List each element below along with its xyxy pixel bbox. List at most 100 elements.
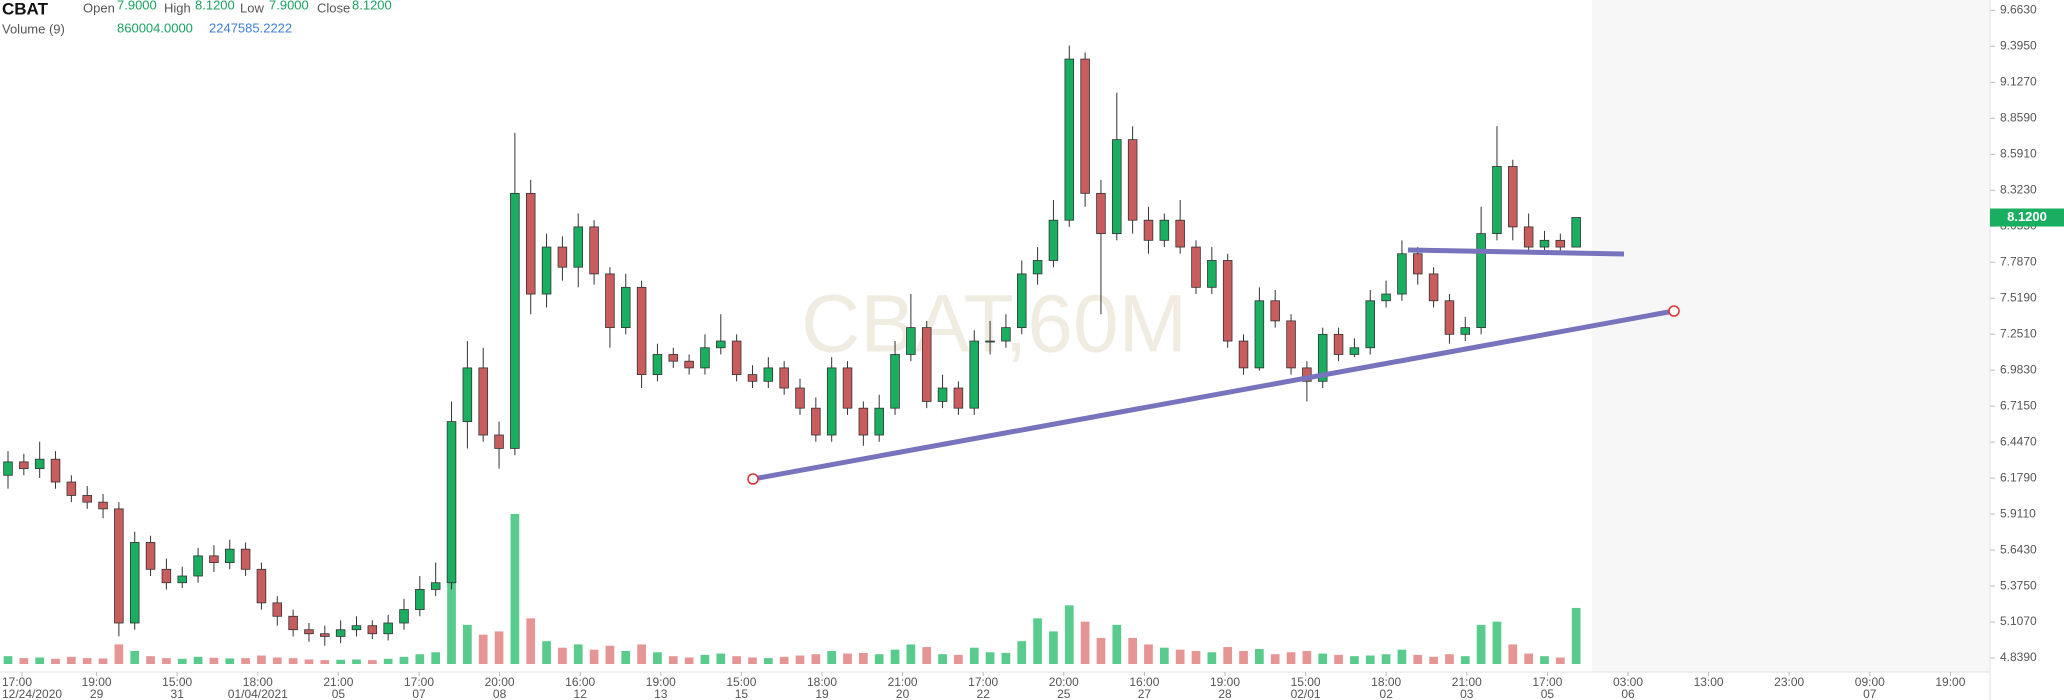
volume-bar	[447, 566, 456, 664]
candle-body	[684, 360, 694, 369]
candle-body	[399, 609, 409, 624]
volume-bar	[320, 660, 330, 664]
x-tick-label: 15:00	[726, 675, 756, 689]
x-tick-date: 02	[1380, 687, 1394, 700]
candle-body	[1286, 320, 1296, 369]
volume-bar	[478, 634, 488, 664]
last-price-box	[1990, 208, 2064, 227]
x-tick-date: 03	[1460, 687, 1474, 700]
x-tick-label: 18:00	[807, 675, 837, 689]
volume-bar	[510, 514, 520, 664]
volume-bar	[795, 655, 805, 664]
candle-body	[446, 421, 457, 584]
x-tick-date: 20	[896, 687, 910, 700]
candle-body	[1048, 219, 1059, 261]
x-tick-date: 05	[332, 687, 346, 700]
candle-body	[731, 340, 742, 376]
candle-body	[985, 340, 995, 343]
x-tick-date: 07	[412, 687, 426, 700]
y-tick-label: 5.3750	[2000, 578, 2037, 592]
close-value: 8.1200	[352, 0, 392, 12]
candle-body	[335, 629, 346, 637]
volume-bar	[1508, 644, 1518, 664]
volume-bar	[67, 656, 76, 664]
y-tick-label: 7.5190	[2000, 290, 2037, 304]
volume-bar	[399, 656, 409, 664]
x-tick-label: 16:00	[1129, 675, 1159, 689]
candle-body	[953, 387, 964, 409]
volume-bar	[874, 654, 884, 664]
volume-bar	[1365, 655, 1375, 664]
volume-bar	[1429, 656, 1438, 664]
watermark: CBAT,60M	[801, 279, 1187, 370]
candle-body	[1191, 246, 1201, 288]
candle-body	[700, 347, 710, 369]
volume-bar	[431, 652, 441, 664]
volume-bar	[1096, 637, 1106, 664]
candle-body	[1523, 226, 1534, 248]
candle-body	[510, 192, 520, 449]
x-tick-label: 23:00	[1774, 675, 1804, 689]
x-tick-date: 28	[1218, 687, 1232, 700]
candle-body	[557, 246, 568, 268]
candle-body	[1349, 347, 1360, 355]
volume-bar	[1049, 631, 1058, 664]
candle-body	[969, 340, 979, 409]
volume-bar	[1524, 653, 1533, 664]
candle-body	[1112, 139, 1122, 235]
x-tick-label: 18:00	[243, 675, 273, 689]
volume-bar	[779, 656, 789, 664]
x-tick-label: 17:00	[404, 675, 434, 689]
candle-body	[1397, 253, 1407, 295]
volume-value: 860004.0000	[117, 20, 193, 35]
volume-bar	[1207, 652, 1217, 664]
candle-body	[288, 615, 298, 631]
volume-bar	[35, 657, 45, 664]
volume-bar	[1334, 654, 1343, 664]
candle-body	[193, 555, 203, 577]
candle-body	[272, 602, 283, 617]
volume-bar	[463, 624, 472, 664]
volume-bar	[1191, 650, 1201, 664]
volume-bar	[19, 658, 29, 664]
y-tick-label: 8.5910	[2000, 146, 2037, 160]
candle-body	[1222, 260, 1233, 342]
candle-body	[1127, 139, 1138, 221]
candle-body	[98, 501, 108, 510]
x-tick-label: 15:00	[162, 675, 192, 689]
candle-body	[177, 575, 187, 584]
candle-body	[50, 458, 61, 483]
volume-bar	[811, 654, 821, 664]
volume-bar	[288, 658, 298, 664]
candle-body	[921, 327, 932, 402]
last-price-label: 8.1200	[2007, 209, 2047, 224]
x-tick-label: 18:00	[1371, 675, 1401, 689]
volume-bar	[98, 658, 108, 664]
candle-body	[636, 286, 647, 376]
x-tick-date: 13	[654, 687, 668, 700]
volume-bar	[1255, 649, 1264, 664]
x-tick-label: 17:00	[1532, 675, 1562, 689]
candle-body	[1080, 58, 1090, 194]
volume-bar	[1175, 649, 1185, 664]
candle-body	[795, 387, 805, 409]
volume-bar	[51, 658, 60, 664]
volume-bar	[748, 657, 757, 664]
candle-body	[525, 192, 536, 295]
volume-bar	[890, 649, 900, 664]
candle-body	[826, 367, 837, 436]
candle-body	[114, 508, 124, 624]
volume-bar	[637, 644, 646, 664]
volume-bar	[668, 656, 678, 664]
volume-bar	[526, 618, 536, 664]
volume-bar	[1302, 650, 1312, 664]
volume-bar	[336, 659, 345, 664]
candle-body	[256, 568, 267, 604]
volume-bar	[3, 656, 13, 664]
candle-body	[494, 434, 504, 449]
volume-bar	[1223, 647, 1233, 664]
candle-body	[1539, 239, 1550, 248]
candle-body	[304, 629, 314, 635]
candle-body	[240, 548, 251, 570]
candle-body	[842, 367, 853, 409]
